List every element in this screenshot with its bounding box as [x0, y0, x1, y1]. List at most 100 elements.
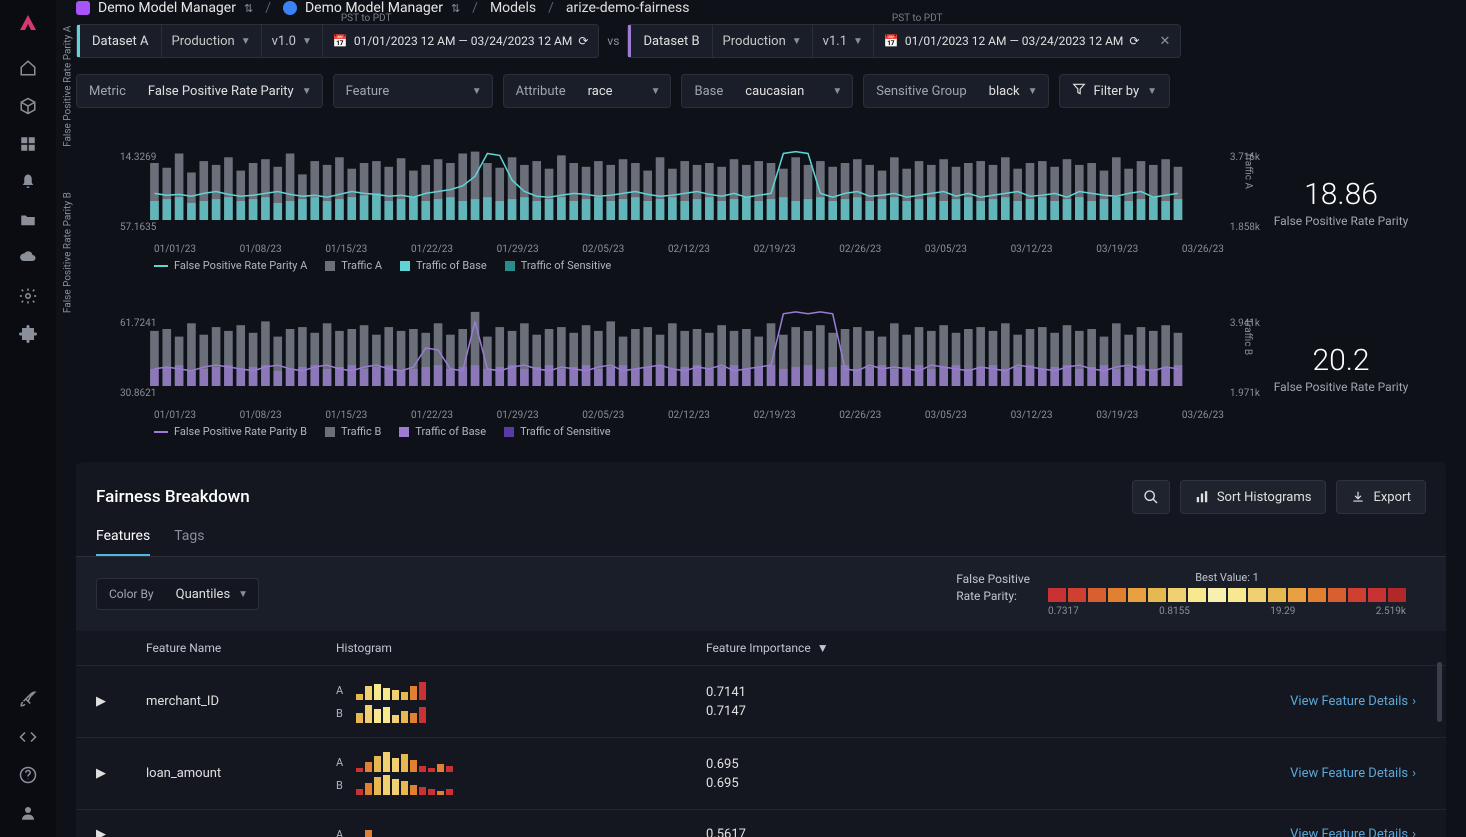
chevron-down-icon: ▼ — [1028, 86, 1038, 97]
search-button[interactable] — [1132, 480, 1170, 514]
scale-best-label: Best Value: 1 — [1048, 571, 1406, 584]
expand-row-button[interactable]: ▶ — [96, 694, 146, 709]
dataset-b-env: Production — [723, 34, 786, 49]
colorby-value: Quantiles — [176, 587, 231, 602]
breadcrumb-org-label: Demo Model Manager — [98, 0, 236, 16]
feature-label: Feature — [334, 84, 402, 99]
breadcrumb: Demo Model Manager ⇅ / Demo Model Manage… — [56, 0, 1466, 16]
tab-features[interactable]: Features — [96, 528, 150, 556]
scale-cell — [1268, 588, 1286, 602]
histogram-cell: A B — [336, 752, 706, 795]
sort-histograms-button[interactable]: Sort Histograms — [1180, 480, 1327, 514]
chart-b-stat-label: False Positive Rate Parity — [1274, 380, 1409, 394]
scale-label-line1: False Positive — [956, 571, 1030, 588]
org-swatch-icon — [76, 1, 90, 15]
bell-icon[interactable] — [18, 172, 38, 192]
table-row: ▶ loan_amount A B 0.6950.695 View Featur… — [76, 737, 1446, 809]
filter-icon — [1072, 82, 1086, 100]
home-icon[interactable] — [18, 58, 38, 78]
cube-icon[interactable] — [18, 96, 38, 116]
chevron-down-icon: ▼ — [832, 86, 842, 97]
space-circle-icon — [283, 1, 297, 15]
export-button[interactable]: Export — [1336, 480, 1426, 514]
dataset-a-daterange-text: 01/01/2023 12 AM — 03/24/2023 12 AM — [354, 34, 573, 48]
dataset-b-label: Dataset B — [628, 25, 711, 57]
dataset-a-version-select[interactable]: v1.0▼ — [261, 25, 322, 57]
hist-b-label: B — [336, 779, 350, 792]
breadcrumb-separator: / — [265, 0, 271, 16]
view-feature-details-link[interactable]: View Feature Details › — [1006, 827, 1416, 837]
dataset-a-selector: Dataset A Production▼ v1.0▼ PST to PDT 📅… — [76, 24, 599, 58]
chart-a-y-label: False Positive Rate Parity A — [63, 26, 74, 147]
base-select[interactable]: Base caucasian▼ — [681, 74, 853, 108]
scale-cell — [1108, 588, 1126, 602]
chevron-down-icon: ▼ — [792, 36, 802, 47]
expand-row-button[interactable]: ▶ — [96, 827, 146, 837]
chevron-down-icon: ▼ — [853, 36, 863, 47]
dataset-b-close-button[interactable]: ✕ — [1149, 34, 1180, 49]
scrollbar-thumb[interactable] — [1437, 662, 1442, 722]
expand-row-button[interactable]: ▶ — [96, 766, 146, 781]
histogram-cell: A B — [336, 680, 706, 723]
chevron-updown-icon[interactable]: ⇅ — [451, 2, 460, 15]
dataset-b-env-select[interactable]: Production ▼ — [712, 25, 812, 57]
scale-cell — [1088, 588, 1106, 602]
dataset-b-version-select[interactable]: v1.1▼ — [812, 25, 873, 57]
chevron-down-icon: ▼ — [302, 86, 312, 97]
dataset-a-tz: PST to PDT — [341, 13, 392, 24]
scale-label-line2: Rate Parity: — [956, 588, 1030, 605]
scale-cell — [1048, 588, 1066, 602]
scale-cell — [1368, 588, 1386, 602]
refresh-icon[interactable]: ⟳ — [1129, 34, 1139, 48]
scale-label: False Positive Rate Parity: — [956, 571, 1030, 605]
sensitive-value: black — [989, 84, 1020, 99]
sensitive-select[interactable]: Sensitive Group black ▼ — [863, 74, 1048, 108]
help-icon[interactable] — [18, 765, 38, 785]
base-label: Base — [682, 84, 735, 99]
scale-cell — [1388, 588, 1406, 602]
tab-tags[interactable]: Tags — [174, 528, 204, 556]
gear-icon[interactable] — [18, 286, 38, 306]
chevron-right-icon: › — [1412, 827, 1416, 837]
metric-select[interactable]: Metric False Positive Rate Parity▼ — [76, 74, 323, 108]
chevron-updown-icon[interactable]: ⇅ — [244, 2, 253, 15]
dataset-b-daterange[interactable]: PST to PDT 📅 01/01/2023 12 AM — 03/24/20… — [873, 25, 1150, 57]
scale-cell — [1328, 588, 1346, 602]
user-icon[interactable] — [18, 803, 38, 823]
sort-desc-icon: ▼ — [817, 641, 829, 655]
scale-cell — [1168, 588, 1186, 602]
puzzle-icon[interactable] — [18, 324, 38, 344]
code-icon[interactable] — [18, 727, 38, 747]
dataset-a-daterange[interactable]: PST to PDT 📅 01/01/2023 12 AM — 03/24/20… — [322, 25, 599, 57]
chart-b-legend: False Positive Rate Parity BTraffic BTra… — [76, 421, 1224, 448]
chevron-down-icon: ▼ — [241, 36, 251, 47]
view-feature-details-link[interactable]: View Feature Details › — [1006, 766, 1416, 781]
dataset-a-env-select[interactable]: Production▼ — [161, 25, 261, 57]
cloud-upload-icon[interactable] — [18, 248, 38, 268]
scale-cell — [1228, 588, 1246, 602]
colorby-select[interactable]: Color By Quantiles▼ — [96, 578, 259, 610]
col-histogram: Histogram — [336, 641, 706, 655]
dataset-a-version: v1.0 — [272, 34, 296, 49]
chart-a-stat-value: 18.86 — [1304, 177, 1378, 212]
breadcrumb-separator: / — [472, 0, 478, 16]
scale-cells — [1048, 588, 1406, 602]
folder-icon[interactable] — [18, 210, 38, 230]
feature-select[interactable]: Feature ▼ — [333, 74, 493, 108]
chevron-down-icon: ▼ — [651, 86, 661, 97]
filterby-button[interactable]: Filter by ▼ — [1059, 74, 1171, 108]
dashboard-icon[interactable] — [18, 134, 38, 154]
col-feature-importance[interactable]: Feature Importance▼ — [706, 641, 1006, 655]
attribute-select[interactable]: Attribute race▼ — [503, 74, 672, 108]
breadcrumb-section[interactable]: Models — [490, 0, 536, 16]
sensitive-label: Sensitive Group — [864, 84, 978, 99]
dataset-b-selector: Dataset B Production ▼ v1.1▼ PST to PDT 📅… — [627, 24, 1181, 58]
filterby-label: Filter by — [1094, 84, 1140, 99]
refresh-icon[interactable]: ⟳ — [578, 34, 588, 48]
view-feature-details-link[interactable]: View Feature Details › — [1006, 694, 1416, 709]
dataset-a-label: Dataset A — [77, 25, 161, 57]
chevron-right-icon: › — [1412, 766, 1416, 781]
breadcrumb-org[interactable]: Demo Model Manager ⇅ — [76, 0, 253, 16]
rocket-icon[interactable] — [18, 689, 38, 709]
colorby-label: Color By — [97, 587, 166, 601]
